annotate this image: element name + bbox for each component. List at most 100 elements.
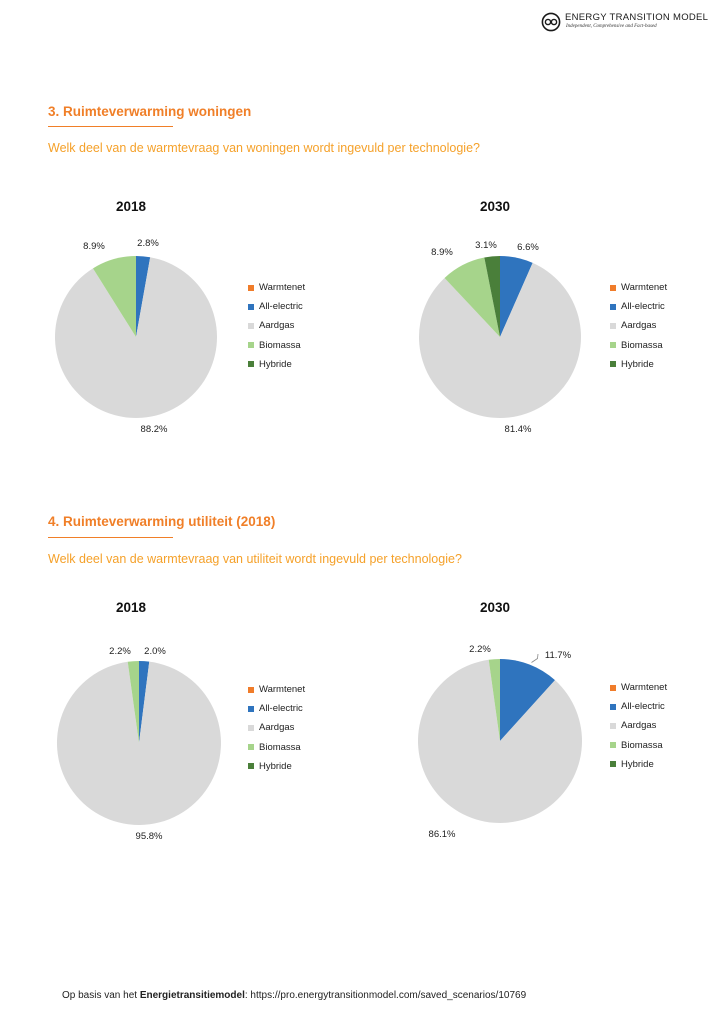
legend-item: Warmtenet (248, 680, 305, 699)
pie-data-label: 81.4% (505, 424, 532, 435)
pie-data-label: 11.7% (545, 650, 572, 661)
logo-tagline: Independent, Comprehensive and Fact-base… (566, 24, 657, 29)
legend-label: Biomassa (259, 339, 301, 351)
pie-slice-biomassa (444, 257, 500, 337)
legend-item: Aardgas (610, 716, 667, 735)
legend-swatch (610, 722, 616, 729)
section-title: 3. Ruimteverwarming woningen (48, 104, 252, 119)
pie-data-label: 2.2% (109, 646, 131, 657)
pie-slice-all-electric (136, 256, 151, 337)
legend-swatch (610, 703, 616, 710)
legend-swatch (248, 303, 254, 310)
legend-label: Hybride (621, 358, 654, 370)
chart-title: 2018 (115, 600, 147, 615)
legend-item: Biomassa (248, 336, 305, 355)
legend-label: Aardgas (259, 320, 295, 332)
legend-swatch (248, 724, 254, 731)
legend-label: Warmtenet (259, 282, 306, 294)
logo-title: ENERGY TRANSITION MODEL (565, 12, 709, 23)
legend-item: Warmtenet (610, 678, 667, 697)
legend-item: Hybride (248, 355, 305, 374)
pie-slice-biomassa (127, 661, 139, 743)
legend-label: Warmtenet (621, 282, 668, 294)
chart-legend: Warmtenet All-electric Aardgas Biomassa Hybr… (610, 678, 667, 774)
legend-swatch (248, 322, 254, 329)
chart-legend: Warmtenet All-electric Aardgas Biomassa Hybr… (248, 680, 305, 776)
legend-label: All-electric (621, 701, 665, 713)
legend-swatch (610, 303, 616, 310)
legend-item: Aardgas (610, 316, 667, 335)
legend-label: All-electric (259, 301, 303, 313)
pie-slice-aardgas (418, 262, 581, 419)
legend-label: Hybride (259, 760, 292, 772)
legend-item: All-electric (248, 699, 305, 718)
section-divider (48, 126, 173, 127)
legend-swatch (248, 744, 254, 751)
pie-slice-biomassa (92, 255, 136, 337)
legend-item: Biomassa (248, 738, 305, 757)
chart-title: 2030 (479, 600, 511, 615)
legend-swatch (610, 761, 616, 768)
chart-legend: Warmtenet All-electric Aardgas Biomassa Hybr… (248, 278, 305, 374)
chart-title: 2018 (115, 199, 147, 214)
footer-link: : https://pro.energytransitionmodel.com/… (244, 990, 527, 1001)
pie-data-label: 6.6% (517, 242, 539, 253)
etm-logo: ENERGY TRANSITION MODEL Independent, Com… (541, 10, 708, 34)
section-title: 4. Ruimteverwarming utiliteit (2018) (48, 514, 276, 529)
legend-swatch (248, 342, 254, 349)
etm-logo-icon (541, 12, 561, 32)
legend-item: Hybride (248, 757, 305, 776)
section-question: Welk deel van de warmtevraag van utilite… (48, 552, 462, 566)
pie-data-label: 3.1% (475, 240, 497, 251)
legend-label: Biomassa (621, 739, 663, 751)
pie-slice-aardgas (56, 661, 221, 826)
legend-label: Warmtenet (259, 684, 306, 696)
legend-swatch (248, 686, 254, 693)
footer-prefix: Op basis van het (62, 990, 140, 1001)
legend-item: Hybride (610, 755, 667, 774)
pie-data-label: 88.2% (141, 424, 168, 435)
chart-title: 2030 (479, 199, 511, 214)
legend-item: Aardgas (248, 316, 305, 335)
legend-label: Aardgas (621, 720, 657, 732)
pie-slice-all-electric (139, 661, 150, 743)
legend-label: Warmtenet (621, 682, 668, 694)
legend-item: Biomassa (610, 336, 667, 355)
legend-item: Aardgas (248, 718, 305, 737)
legend-item: Warmtenet (248, 278, 305, 297)
legend-item: All-electric (248, 297, 305, 316)
legend-item: Hybride (610, 355, 667, 374)
data-label-leader (531, 653, 539, 663)
pie-data-label: 2.8% (137, 238, 159, 249)
legend-label: Aardgas (621, 320, 657, 332)
pie-data-label: 2.2% (469, 644, 491, 655)
legend-label: All-electric (621, 301, 665, 313)
pie-data-label: 95.8% (136, 831, 163, 842)
legend-label: Hybride (621, 758, 654, 770)
pie-slice-aardgas (417, 659, 582, 823)
legend-label: Biomassa (621, 339, 663, 351)
legend-label: All-electric (259, 703, 303, 715)
footer-source: Op basis van het Energietransitiemodel: … (62, 990, 526, 1001)
legend-item: All-electric (610, 297, 667, 316)
pie-slice-all-electric (500, 659, 555, 741)
legend-label: Hybride (259, 358, 292, 370)
pie-slice-hybride (484, 256, 500, 337)
legend-swatch (248, 705, 254, 712)
pie-data-label: 8.9% (431, 247, 453, 258)
legend-item: Warmtenet (610, 278, 667, 297)
legend-swatch (610, 342, 616, 349)
legend-swatch (610, 742, 616, 749)
pie-data-label: 2.0% (144, 646, 166, 657)
pie-slice-all-electric (500, 256, 533, 337)
pie-slice-aardgas (55, 257, 218, 418)
section-question: Welk deel van de warmtevraag van woninge… (48, 141, 480, 155)
section-divider (48, 537, 173, 538)
footer-model-name: Energietransitiemodel (139, 990, 245, 1001)
legend-label: Aardgas (259, 722, 295, 734)
legend-swatch (610, 322, 616, 329)
